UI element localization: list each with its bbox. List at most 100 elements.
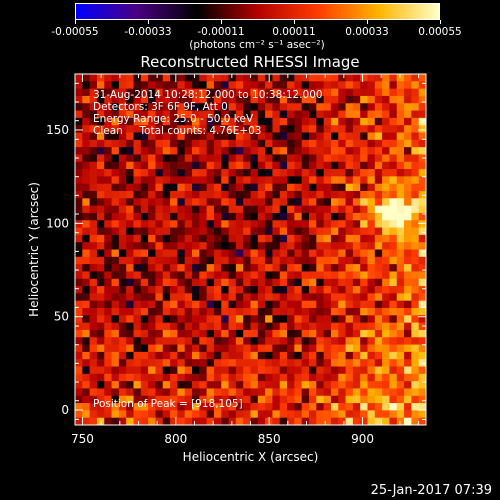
heatmap-cell <box>170 95 178 104</box>
heatmap-cell <box>148 139 156 148</box>
heatmap-cell <box>367 329 376 338</box>
heatmap-cell <box>265 388 273 397</box>
heatmap-cell <box>118 212 127 221</box>
heatmap-cell <box>301 227 310 236</box>
heatmap-cell <box>411 351 420 360</box>
heatmap-cell <box>396 373 405 382</box>
heatmap-cell <box>206 95 215 104</box>
heatmap-cell <box>235 212 244 221</box>
heatmap-cell <box>118 410 127 419</box>
heatmap-cell <box>316 256 325 265</box>
heatmap-cell <box>294 373 303 382</box>
heatmap-cell <box>316 183 325 192</box>
heatmap-cell <box>287 198 295 207</box>
heatmap-cell <box>338 227 346 236</box>
heatmap-cell <box>213 81 222 90</box>
heatmap-cell <box>352 366 361 375</box>
heatmap-cell <box>177 183 186 192</box>
heatmap-cell <box>140 381 149 389</box>
heatmap-cell <box>374 154 383 163</box>
heatmap-cell <box>96 183 105 192</box>
heatmap-cell <box>316 293 325 302</box>
heatmap-cell <box>148 132 156 141</box>
heatmap-cell <box>184 234 193 243</box>
heatmap-cell <box>155 417 164 426</box>
heatmap-cell <box>352 373 361 382</box>
heatmap-cell <box>404 169 412 177</box>
heatmap-cell <box>155 381 164 389</box>
heatmap-cell <box>184 88 193 97</box>
heatmap-cell <box>148 337 156 345</box>
heatmap-cell <box>206 161 215 170</box>
heatmap-cell <box>316 278 325 287</box>
heatmap-cell <box>287 417 295 426</box>
heatmap-cell <box>213 234 222 243</box>
heatmap-cell <box>345 139 354 148</box>
heatmap-cell <box>330 139 339 148</box>
heatmap-cell <box>352 308 361 316</box>
heatmap-cell <box>396 351 405 360</box>
heatmap-cell <box>309 154 317 163</box>
heatmap-cell <box>206 227 215 236</box>
heatmap-cell <box>257 403 266 411</box>
heatmap-cell <box>221 337 229 345</box>
heatmap-cell <box>184 95 193 104</box>
heatmap-cell <box>257 359 266 367</box>
heatmap-cell <box>330 381 339 389</box>
heatmap-cell <box>199 242 208 250</box>
heatmap-cell <box>126 315 134 324</box>
heatmap-cell <box>104 359 112 367</box>
heatmap-cell <box>126 110 134 119</box>
heatmap-cell <box>301 161 310 170</box>
heatmap-cell <box>279 169 288 177</box>
heatmap-cell <box>330 373 339 382</box>
heatmap-cell <box>404 293 412 302</box>
heatmap-cell <box>243 147 251 155</box>
heatmap-cell <box>75 308 83 316</box>
heatmap-cell <box>184 198 193 207</box>
heatmap-cell <box>75 147 83 155</box>
heatmap-cell <box>235 278 244 287</box>
heatmap-cell <box>192 161 200 170</box>
heatmap-cell <box>316 81 325 90</box>
heatmap-cell <box>287 183 295 192</box>
heatmap-cell <box>148 256 156 265</box>
heatmap-cell <box>396 329 405 338</box>
heatmap-cell <box>265 110 273 119</box>
heatmap-cell <box>294 234 303 243</box>
heatmap-cell <box>170 81 178 90</box>
heatmap-cell <box>96 351 105 360</box>
heatmap-cell <box>279 95 288 104</box>
heatmap-cell <box>411 205 420 214</box>
heatmap-cell <box>382 74 390 82</box>
heatmap-cell <box>104 322 112 331</box>
heatmap-cell <box>206 117 215 126</box>
heatmap-cell <box>257 308 266 316</box>
heatmap-cell <box>162 161 171 170</box>
heatmap-cell <box>243 278 251 287</box>
heatmap-cell <box>323 351 332 360</box>
heatmap-cell <box>126 125 134 133</box>
heatmap-cell <box>250 344 259 353</box>
heatmap-cell <box>374 205 383 214</box>
heatmap-cell <box>360 81 368 90</box>
heatmap-cell <box>250 381 259 389</box>
heatmap-cell <box>367 410 376 419</box>
heatmap-cell <box>367 403 376 411</box>
heatmap-cell <box>148 388 156 397</box>
heatmap-cell <box>184 176 193 185</box>
heatmap-cell <box>309 95 317 104</box>
heatmap-cell <box>126 147 134 155</box>
heatmap-cell <box>389 139 398 148</box>
heatmap-cell <box>418 315 427 324</box>
heatmap-cell <box>382 381 390 389</box>
heatmap-cell <box>323 410 332 419</box>
heatmap-cell <box>309 373 317 382</box>
heatmap-cell <box>235 388 244 397</box>
heatmap-cell <box>75 381 83 389</box>
heatmap-cell <box>170 373 178 382</box>
heatmap-cell <box>213 88 222 97</box>
heatmap-cell <box>279 242 288 250</box>
heatmap-cell <box>323 191 332 199</box>
heatmap-cell <box>82 132 91 141</box>
